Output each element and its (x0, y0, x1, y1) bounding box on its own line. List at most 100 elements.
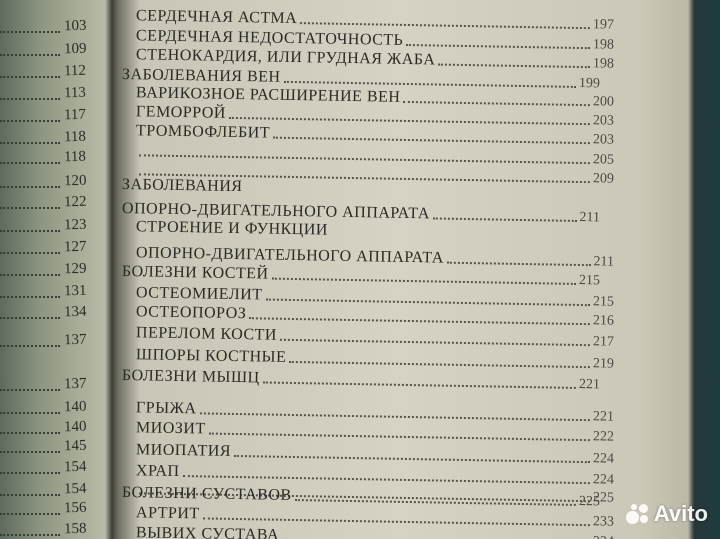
toc-entry-page: 211 (593, 254, 615, 270)
toc-entry-title: МИОПАТИЯ (135, 441, 232, 460)
page-number: 137 (63, 331, 87, 349)
leader-dots (0, 451, 60, 453)
leader-dots (0, 207, 60, 209)
page-number: 140 (63, 398, 87, 416)
leader-dots (199, 412, 590, 422)
leader-dots (208, 432, 590, 442)
leader-dots (0, 120, 60, 122)
toc-entry-page: 199 (578, 75, 601, 92)
toc-entry-page: 224 (592, 472, 615, 488)
toc-entry-page: 211 (579, 209, 601, 226)
toc-entry-page: 224 (592, 451, 615, 467)
toc-entry-page: 219 (592, 356, 615, 372)
leader-dots (300, 22, 590, 30)
page-number: 120 (63, 172, 87, 190)
leader-dots (403, 100, 590, 107)
leader-dots (265, 298, 590, 307)
leader-dots (0, 534, 60, 536)
page-number: 118 (63, 148, 87, 166)
page-number: 123 (63, 216, 87, 234)
avito-logo-icon (625, 502, 650, 526)
toc-entry-page: 217 (592, 334, 615, 350)
toc-entry-title: ХРАП (135, 462, 180, 481)
toc-entry-title: ТРОМБОФЛЕБИТ (135, 122, 271, 142)
toc-entry-page: 233 (592, 514, 615, 530)
page-number: 118 (63, 128, 87, 146)
leader-dots (0, 98, 60, 100)
page-number: 103 (63, 17, 87, 35)
page-number: 134 (63, 303, 87, 321)
page-number: 156 (63, 499, 87, 517)
page-number: 122 (63, 193, 87, 211)
toc-entry-page: 215 (578, 272, 601, 289)
toc-entry-title: БОЛЕЗНИ СУСТАВОВ (121, 484, 292, 504)
page-number: 145 (63, 437, 87, 455)
toc-entry-page: 215 (592, 294, 615, 310)
page-number: 158 (63, 520, 87, 538)
leader-dots (0, 317, 60, 319)
toc-entry-title: БОЛЕЗНИ КОСТЕЙ (121, 263, 269, 283)
toc-entry-title: ОСТЕОПОРОЗ (135, 303, 247, 323)
toc-entry-page: 216 (592, 313, 615, 329)
toc-entry-title: АРТРИТ (135, 504, 200, 523)
leader-dots (272, 136, 590, 145)
leader-dots (289, 360, 590, 369)
toc-entry-title: СЕРДЕЧНАЯ АСТМА (135, 7, 298, 28)
leader-dots (249, 317, 590, 326)
toc-entry-page: 203 (592, 132, 615, 148)
leader-dots (0, 76, 60, 78)
page-number: 113 (63, 84, 87, 102)
page-number: 137 (63, 375, 87, 393)
leader-dots (0, 513, 60, 515)
toc-entry-page: 198 (592, 37, 615, 53)
toc-entry-title: ОСТЕОМИЕЛИТ (135, 284, 263, 304)
leader-dots (432, 217, 577, 222)
leader-dots (0, 142, 60, 144)
page-number: 112 (63, 62, 87, 80)
leader-dots (0, 432, 60, 434)
page-number: 154 (63, 458, 87, 476)
leader-dots (233, 454, 590, 464)
page-number: 129 (63, 260, 87, 278)
leader-dots (262, 381, 576, 389)
leader-dots (0, 412, 60, 414)
leader-dots (0, 230, 60, 232)
toc-entry-title: БОЛЕЗНИ МЫШЦ (121, 367, 260, 387)
toc-entry-page: 222 (592, 429, 615, 445)
toc-entry-title: СТРОЕНИЕ И ФУНКЦИИ (135, 218, 329, 239)
leader-dots (0, 389, 60, 391)
page-number: 117 (63, 106, 87, 124)
toc-entry-title: МИОЗИТ (135, 419, 206, 438)
page-number: 131 (63, 282, 87, 300)
avito-watermark: Avito (625, 501, 708, 527)
leader-dots (0, 345, 60, 347)
leader-dots (0, 296, 60, 298)
page-number: 140 (63, 418, 87, 436)
toc-entry-title: СТЕНОКАРДИЯ, ИЛИ ГРУДНАЯ ЖАБА (135, 46, 436, 69)
toc-entry-page: 221 (592, 409, 615, 425)
toc-entry-page: 198 (592, 56, 615, 72)
page-number: 127 (63, 238, 87, 256)
leader-dots (0, 274, 60, 276)
leader-dots (0, 31, 60, 33)
leader-dots (446, 261, 591, 267)
leader-dots (294, 499, 576, 506)
watermark-text: Avito (653, 501, 708, 526)
toc-entry-title: ПЕРЕЛОМ КОСТИ (135, 324, 278, 344)
leader-dots (202, 517, 590, 527)
leader-dots (182, 475, 590, 485)
page-number: 154 (63, 480, 87, 498)
leader-dots (0, 472, 60, 474)
leader-dots (0, 494, 60, 496)
toc-entry-page: 225 (578, 493, 601, 510)
leader-dots (0, 252, 60, 254)
leader-dots (0, 54, 60, 56)
toc-entry-title: ШПОРЫ КОСТНЫЕ (135, 346, 287, 366)
toc-entry-page: 234 (593, 534, 614, 539)
toc-entry-page: 221 (578, 376, 601, 393)
toc-entry-page: 197 (592, 17, 615, 33)
toc-entry-page: 203 (592, 113, 615, 129)
toc-entry-title: ВЫВИХ СУСТАВА (135, 524, 280, 539)
leader-dots (406, 43, 590, 50)
